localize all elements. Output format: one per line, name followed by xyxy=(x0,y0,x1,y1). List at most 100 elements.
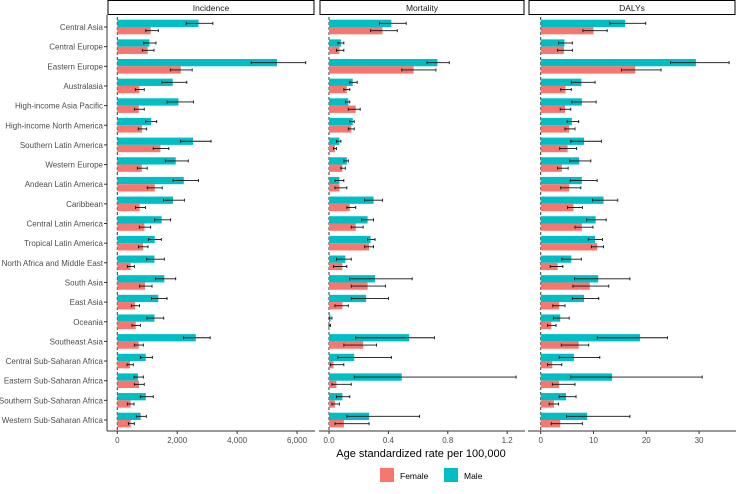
bar-male xyxy=(117,393,146,401)
bar-male xyxy=(540,255,572,263)
bar-female xyxy=(540,203,574,212)
bar-male xyxy=(540,314,561,322)
bar-male xyxy=(540,137,584,145)
bar-male xyxy=(329,235,371,244)
x-tick-label: 0.8 xyxy=(442,436,454,445)
y-tick-label: Central Latin America xyxy=(27,220,104,229)
bar-female xyxy=(329,66,414,74)
bar-female xyxy=(117,400,131,408)
panel-mortality: Mortality 0.0 0.4 0.8 1.2 xyxy=(319,0,525,445)
bar-male xyxy=(540,334,640,342)
legend-swatch-female xyxy=(380,468,394,482)
legend-label-male: Male xyxy=(464,471,483,481)
bar-female xyxy=(117,420,131,428)
x-tick-label: 2,000 xyxy=(167,436,188,445)
bar-female xyxy=(329,184,340,192)
x-tick-label: 0.4 xyxy=(383,436,395,445)
bar-female xyxy=(540,302,560,310)
bar-female xyxy=(117,184,155,192)
bar-male xyxy=(329,19,392,27)
bar-female xyxy=(117,302,135,310)
bar-male xyxy=(117,373,138,381)
bar-female xyxy=(540,321,552,330)
bar-male xyxy=(540,412,588,420)
x-tick-label: 0 xyxy=(538,436,543,445)
x-axis-title: Age standardized rate per 100,000 xyxy=(336,448,505,460)
bar-female xyxy=(117,46,148,54)
bar-male xyxy=(329,294,367,303)
bar-male xyxy=(540,98,582,106)
bar-female xyxy=(117,164,142,172)
facet-title: DALYs xyxy=(619,3,645,13)
bar-female xyxy=(329,203,350,212)
panel-incidence: Incidence 0 2,000 4,000 6,000 xyxy=(107,0,315,445)
y-tick-label: Eastern Europe xyxy=(47,62,103,71)
bar-female xyxy=(329,243,370,251)
facet-strip xyxy=(319,0,525,15)
y-tick-label: Oceania xyxy=(73,318,103,327)
y-axis-labels: Central Asia Central Europe Eastern Europe… xyxy=(0,15,108,431)
bar-male xyxy=(540,196,604,204)
x-tick-label: 30 xyxy=(695,436,704,445)
bar-male xyxy=(117,334,196,342)
y-tick-label: Western Europe xyxy=(45,161,103,170)
bar-female xyxy=(329,27,383,35)
bar-female xyxy=(117,144,161,153)
bar-female xyxy=(540,380,560,388)
bar-female xyxy=(117,361,131,369)
y-tick-label: Caribbean xyxy=(66,200,103,209)
bar-female xyxy=(117,85,140,94)
bar-female xyxy=(540,164,562,172)
bar-male xyxy=(540,176,582,185)
bar-female xyxy=(540,144,568,153)
facet-title: Incidence xyxy=(193,3,230,13)
bar-female xyxy=(117,243,144,251)
y-tick-label: East Asia xyxy=(70,298,104,307)
bar-female xyxy=(540,184,570,192)
y-tick-label: South Asia xyxy=(65,278,104,287)
bar-male xyxy=(540,157,580,165)
bar-female xyxy=(117,262,131,271)
bar-female xyxy=(329,144,335,153)
bar-male xyxy=(540,78,582,86)
bar-male xyxy=(117,196,174,204)
bar-female xyxy=(540,341,579,349)
bar-male xyxy=(540,19,626,27)
bar-male xyxy=(329,157,347,165)
x-tick-label: 1.2 xyxy=(502,436,514,445)
bar-female xyxy=(540,400,554,408)
y-tick-label: North Africa and Middle East xyxy=(2,259,104,268)
bar-female xyxy=(117,321,136,330)
bar-male xyxy=(117,294,159,303)
bar-male xyxy=(117,353,146,362)
y-tick-label: Southeast Asia xyxy=(50,337,104,346)
bar-female xyxy=(329,85,347,94)
bar-male xyxy=(117,78,173,86)
bar-female xyxy=(117,66,181,74)
y-tick-label: Eastern Sub-Saharan Africa xyxy=(4,377,104,386)
bar-male xyxy=(329,117,353,126)
x-tick-label: 0 xyxy=(115,436,120,445)
bar-female xyxy=(540,27,594,35)
bar-female xyxy=(117,203,140,212)
bar-female xyxy=(329,46,340,54)
bar-male xyxy=(329,196,374,204)
bar-male xyxy=(329,216,368,224)
facet-title: Mortality xyxy=(406,3,439,13)
bar-male xyxy=(117,176,184,185)
bar-male xyxy=(117,216,162,224)
y-tick-label: Tropical Latin America xyxy=(24,239,103,248)
bar-male xyxy=(329,39,341,47)
bar-male xyxy=(117,412,141,420)
bar-male xyxy=(117,137,194,145)
bar-male xyxy=(540,117,572,126)
bar-female xyxy=(540,243,598,251)
bar-male xyxy=(329,137,340,145)
facet-panels: Incidence 0 2,000 4,000 6,000 Mortality 0.0 0.4… xyxy=(107,0,736,445)
bar-female xyxy=(329,125,352,133)
y-tick-label: Southern Sub-Saharan Africa xyxy=(0,396,104,405)
x-tick-label: 6,000 xyxy=(287,436,308,445)
legend-swatch-male xyxy=(444,468,458,482)
bar-female xyxy=(117,105,139,113)
